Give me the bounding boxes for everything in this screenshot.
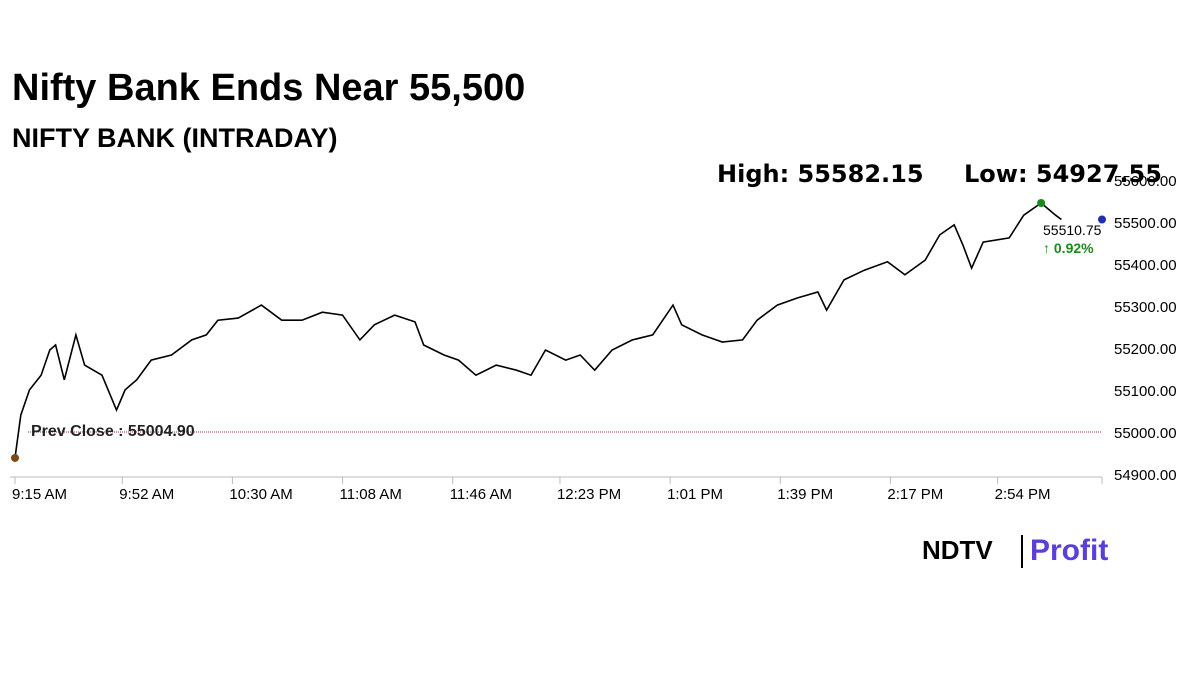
price-line <box>14 201 1062 459</box>
high-label: High: 55582.15 <box>717 160 924 188</box>
x-tick-label: 11:46 AM <box>450 486 512 503</box>
y-tick-label: 55000.00 <box>1114 425 1177 442</box>
chart-title: Nifty Bank Ends Near 55,500 <box>12 67 525 109</box>
x-tick-label: 1:01 PM <box>667 486 723 503</box>
change-label: ↑ 0.92% <box>1043 240 1094 256</box>
prev-close-label: Prev Close : 55004.90 <box>31 423 195 440</box>
x-tick-label: 9:52 AM <box>119 486 174 503</box>
last-value-label: 55510.75 <box>1043 222 1102 238</box>
y-tick-label: 55200.00 <box>1114 341 1177 358</box>
x-tick-label: 1:39 PM <box>777 486 833 503</box>
low-marker <box>11 453 19 462</box>
y-tick-label: 54900.00 <box>1114 467 1177 484</box>
x-tick-label: 9:15 AM <box>12 486 67 503</box>
y-tick-label: 55500.00 <box>1114 215 1177 232</box>
x-tick-label: 12:23 PM <box>557 486 621 503</box>
y-tick-label: 55600.00 <box>1114 173 1177 190</box>
low-label: Low: 54927.55 <box>964 160 1162 188</box>
brand-ndtv: NDTV <box>922 535 993 565</box>
last-marker <box>1098 215 1106 224</box>
x-tick-label: 2:54 PM <box>995 486 1051 503</box>
x-tick-label: 11:08 AM <box>340 486 402 503</box>
x-tick-label: 10:30 AM <box>229 486 292 503</box>
high-marker <box>1037 199 1046 207</box>
y-tick-label: 55100.00 <box>1114 383 1177 400</box>
brand-profit: Profit <box>1030 534 1108 567</box>
y-tick-label: 55400.00 <box>1114 257 1177 274</box>
y-tick-label: 55300.00 <box>1114 299 1177 316</box>
x-tick-label: 2:17 PM <box>887 486 943 503</box>
chart-subtitle: NIFTY BANK (INTRADAY) <box>12 123 338 153</box>
